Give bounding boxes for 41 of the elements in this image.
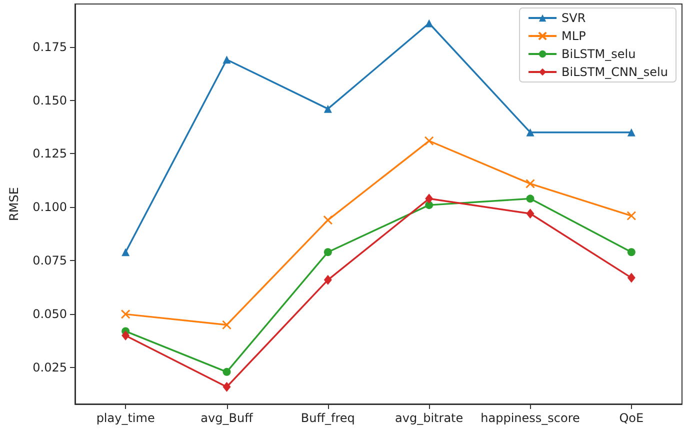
point — [526, 194, 534, 203]
point — [222, 56, 231, 64]
point — [222, 320, 232, 330]
point — [323, 215, 333, 225]
legend-label: SVR — [562, 11, 586, 25]
point — [324, 104, 332, 113]
point — [526, 128, 534, 136]
y-tick-label: 0.125 — [32, 146, 67, 161]
y-tick-label: 0.025 — [32, 360, 67, 375]
y-tick-label: 0.100 — [32, 200, 67, 214]
point — [122, 330, 130, 341]
point — [627, 128, 636, 136]
point — [120, 309, 130, 319]
point — [627, 248, 636, 256]
x-tick-label: play_time — [96, 411, 155, 425]
x-tick-label: Buff_freq — [300, 411, 355, 425]
point — [425, 19, 434, 28]
point — [425, 194, 434, 204]
legend-label: MLP — [562, 29, 586, 43]
x-tick-label: QoE — [619, 411, 644, 425]
y-axis-title: RMSE — [7, 187, 21, 221]
x-tick-label: happiness_score — [480, 411, 580, 425]
point — [626, 211, 636, 221]
point — [324, 274, 332, 285]
point — [424, 136, 434, 146]
point — [526, 178, 535, 188]
point — [627, 272, 636, 283]
x-tick-label: avg_Buff — [200, 411, 254, 425]
y-tick-label: 0.175 — [32, 40, 67, 54]
y-tick-label: 0.150 — [32, 93, 67, 108]
point — [122, 248, 130, 256]
y-tick-label: 0.075 — [32, 254, 67, 268]
y-tick-label: 0.050 — [32, 307, 67, 322]
point — [222, 382, 231, 392]
point — [425, 201, 434, 210]
legend-label: BiLSTM_selu — [562, 47, 636, 61]
x-tick-label: avg_bitrate — [395, 411, 464, 425]
point — [222, 368, 231, 376]
point — [526, 208, 534, 219]
point — [324, 248, 332, 256]
legend-label: BiLSTM_CNN_selu — [562, 65, 668, 79]
